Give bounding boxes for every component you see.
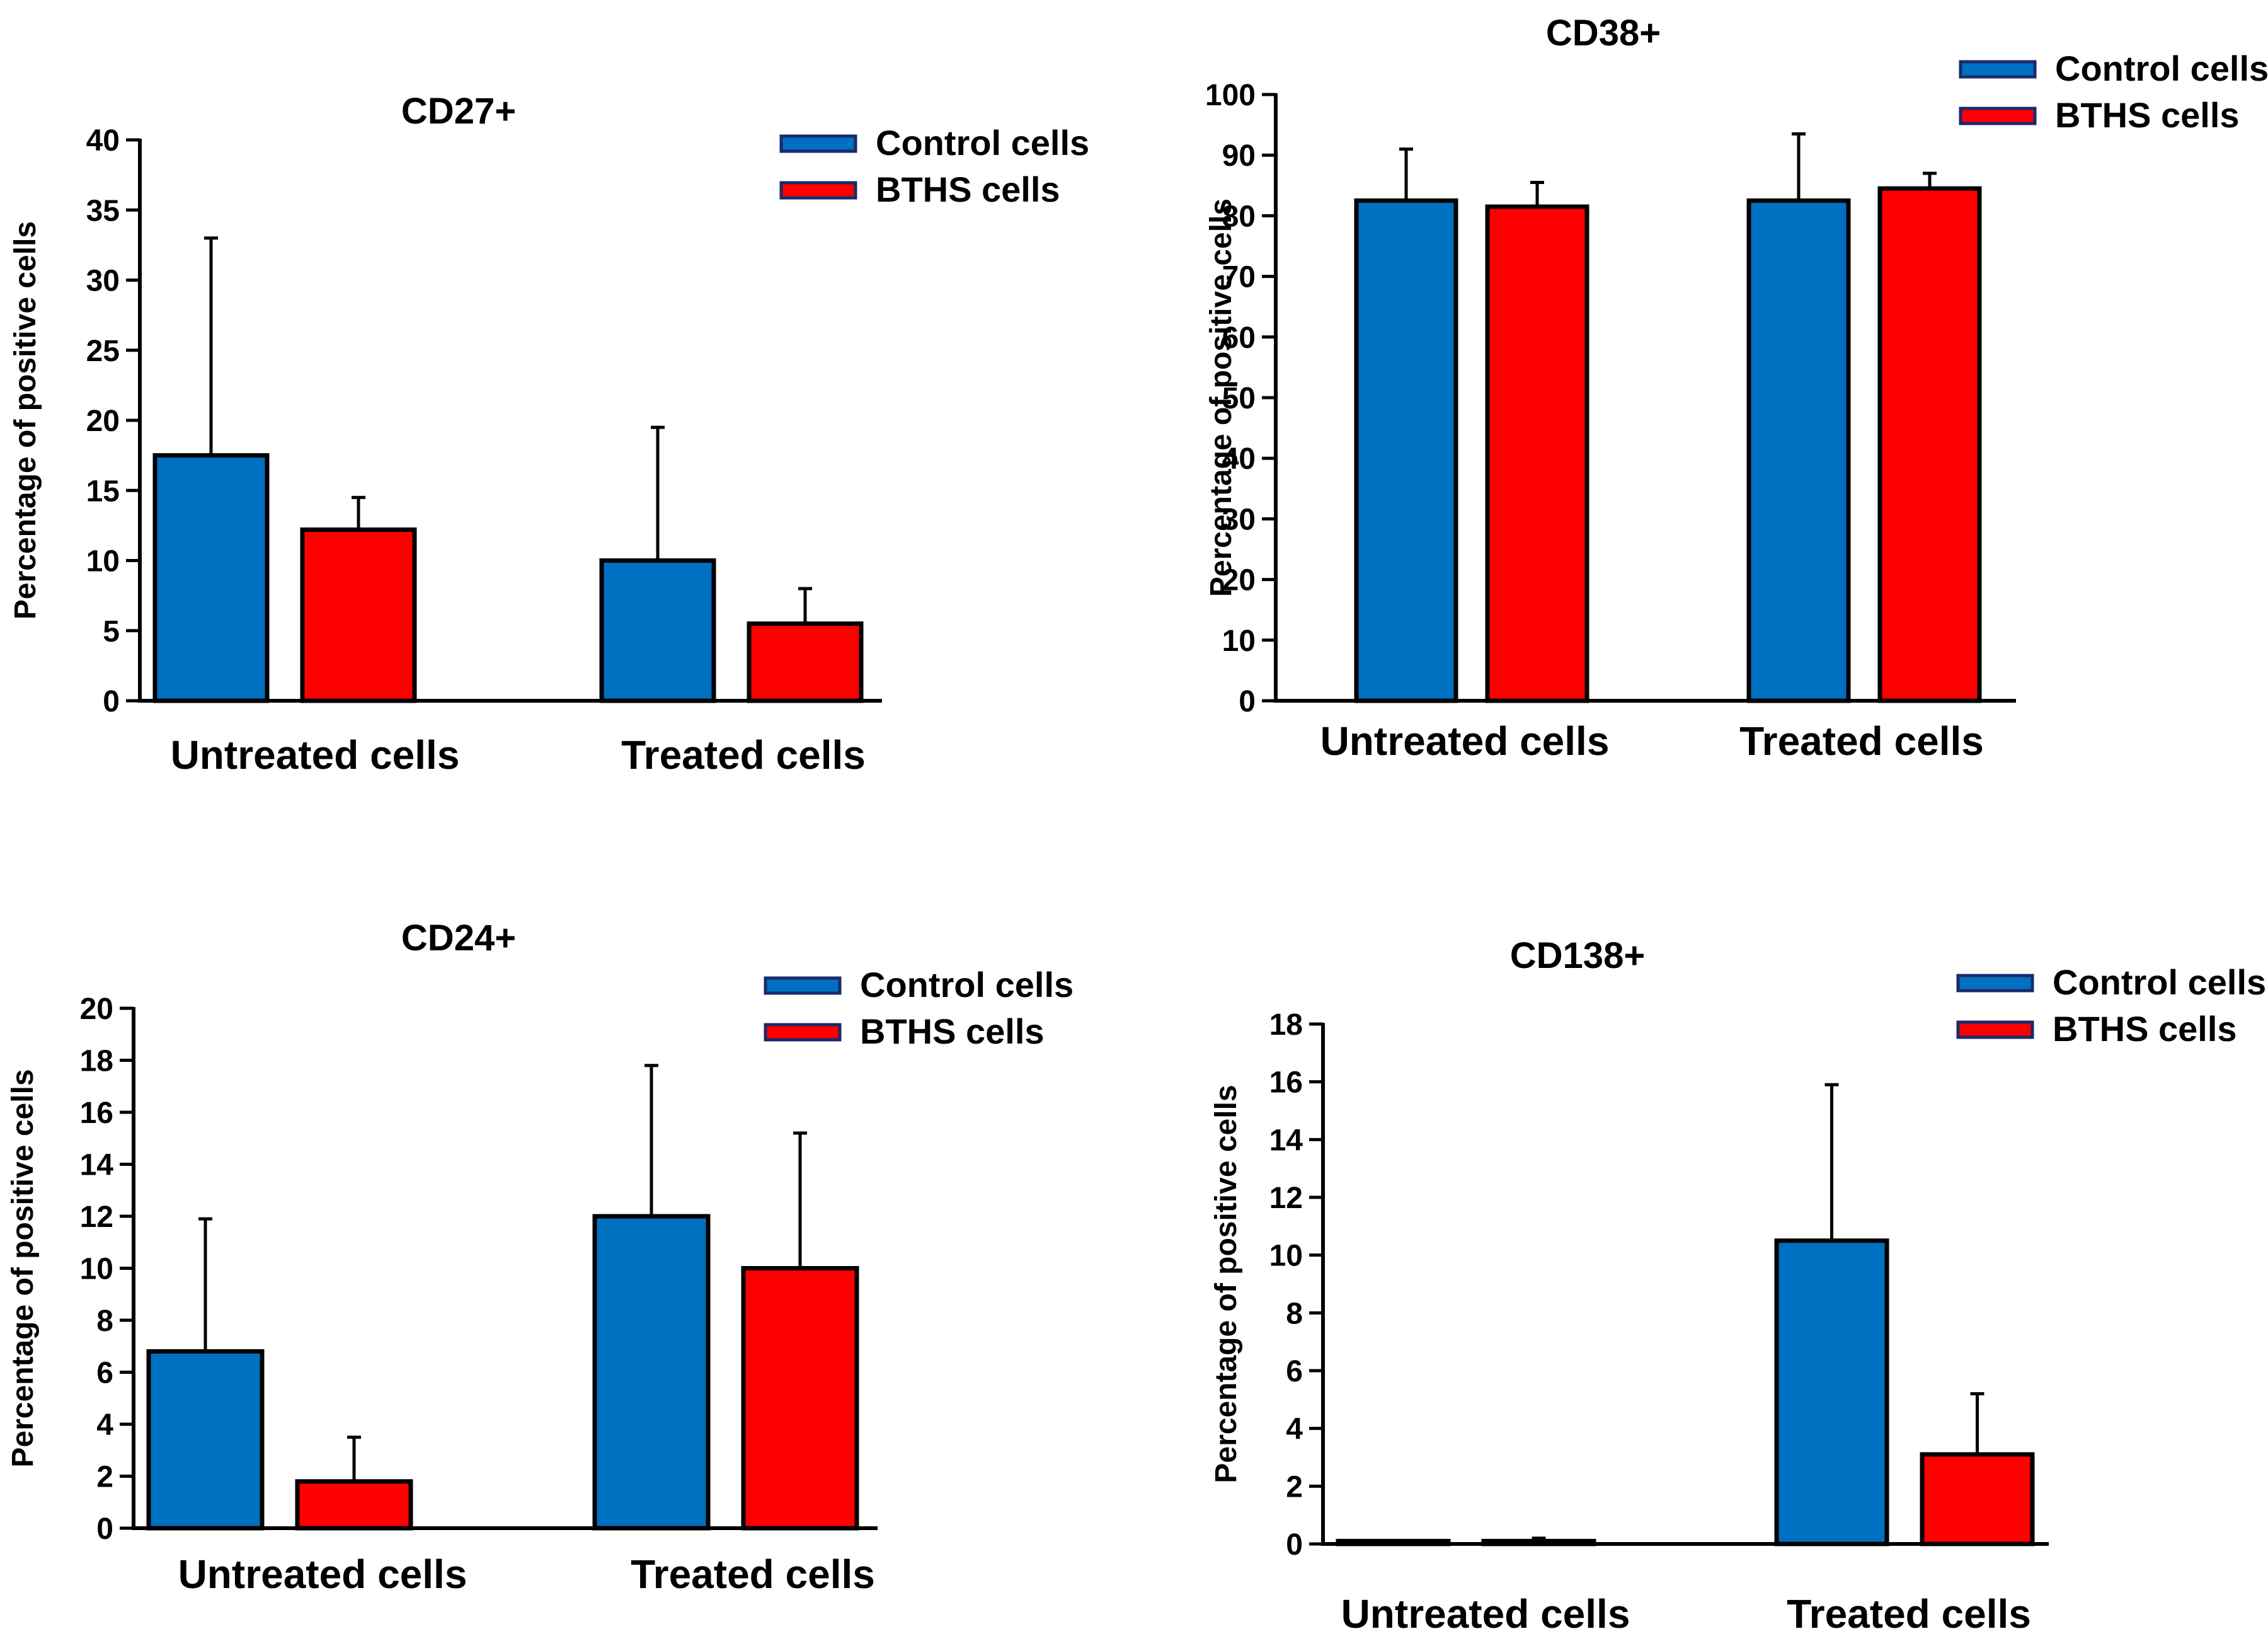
bar-bths-untreated: [1485, 204, 1589, 703]
bar-control-untreated: [146, 1349, 265, 1531]
y-tick-label: 15: [86, 475, 120, 508]
y-tick-label: 0: [96, 1512, 113, 1546]
bar-bths-treated: [741, 1266, 859, 1531]
y-tick-label: 10: [1269, 1240, 1303, 1273]
y-tick-label: 20: [1222, 564, 1256, 597]
y-tick-label: 20: [86, 405, 120, 438]
chart-title: CD138+: [1510, 935, 1645, 976]
y-tick-label: 90: [1222, 139, 1256, 173]
bar-control-treated: [592, 1214, 711, 1531]
bar-control-untreated: [1354, 198, 1458, 703]
y-axis-label: Percentage of positive cells: [6, 1069, 40, 1467]
y-tick-label: 18: [80, 1045, 113, 1078]
y-tick-label: 12: [1269, 1182, 1303, 1215]
x-category-label: Treated cells: [1739, 718, 1984, 764]
y-tick-label: 50: [1222, 382, 1256, 415]
legend-swatch-control: [764, 976, 842, 995]
legend-swatch-bths: [779, 181, 857, 200]
y-tick-label: 0: [103, 685, 120, 718]
bar-bths-untreated: [295, 1479, 413, 1531]
x-category-label: Untreated cells: [1341, 1591, 1630, 1637]
y-tick-label: 30: [1222, 503, 1256, 536]
y-tick-label: 40: [86, 124, 120, 158]
y-tick-label: 8: [96, 1304, 113, 1338]
y-tick-label: 16: [1269, 1066, 1303, 1100]
x-category-label: Treated cells: [1787, 1591, 2031, 1637]
x-category-label: Treated cells: [631, 1552, 875, 1597]
y-tick-label: 18: [1269, 1008, 1303, 1042]
legend-label: Control cells: [876, 123, 1089, 163]
legend-label: BTHS cells: [876, 170, 1060, 209]
y-tick-label: 2: [96, 1461, 113, 1494]
y-tick-label: 35: [86, 194, 120, 227]
legend-swatch-bths: [764, 1023, 842, 1042]
chart-title: CD38+: [1546, 13, 1661, 54]
y-axis-label: Percentage of positive cells: [9, 221, 42, 619]
y-tick-label: 10: [80, 1253, 113, 1286]
y-tick-label: 70: [1222, 261, 1256, 294]
legend-label: Control cells: [2053, 962, 2266, 1002]
bar-bths-treated: [747, 621, 864, 703]
legend-label: BTHS cells: [2053, 1009, 2237, 1049]
y-tick-label: 6: [96, 1357, 113, 1390]
legend-swatch-control: [1956, 974, 2034, 993]
y-axis-label: Percentage of positive cells: [1210, 1085, 1243, 1483]
legend-swatch-control: [1959, 60, 2037, 79]
legend-swatch-bths: [1956, 1020, 2034, 1039]
bar-control-treated: [599, 558, 716, 703]
bar-bths-untreated: [300, 527, 417, 703]
x-category-label: Treated cells: [621, 732, 866, 778]
chart-title: CD24+: [401, 918, 516, 959]
y-tick-label: 4: [96, 1408, 113, 1442]
y-tick-label: 6: [1286, 1355, 1303, 1388]
y-axis-label: Percentage of positive cells: [1205, 199, 1238, 597]
y-tick-label: 5: [103, 615, 120, 648]
y-tick-label: 10: [86, 545, 120, 579]
legend-label: BTHS cells: [860, 1011, 1045, 1051]
chart-panel-3: CD24+ Percentage of positive cells 0 2 4 6 8 10…: [6, 918, 1074, 1597]
y-tick-label: 12: [80, 1201, 113, 1234]
y-tick-label: 10: [1222, 625, 1256, 658]
y-tick-label: 40: [1222, 442, 1256, 476]
bar-control-treated: [1774, 1238, 1889, 1546]
y-tick-label: 30: [86, 265, 120, 298]
chart-panel-1: CD27+ Percentage of positive cells 0 5 10 15 2…: [9, 91, 1089, 778]
x-category-label: Untreated cells: [171, 732, 460, 778]
legend-swatch-control: [779, 134, 857, 153]
y-tick-label: 14: [80, 1149, 114, 1182]
y-tick-label: 0: [1286, 1528, 1303, 1562]
y-tick-label: 8: [1286, 1297, 1303, 1330]
y-tick-label: 4: [1286, 1413, 1303, 1446]
bar-bths-treated: [1920, 1452, 2035, 1546]
bar-control-untreated: [1336, 1538, 1451, 1546]
y-tick-label: 80: [1222, 200, 1256, 233]
legend-label: Control cells: [860, 965, 1074, 1005]
y-tick-label: 2: [1286, 1470, 1303, 1504]
y-tick-label: 60: [1222, 321, 1256, 355]
y-tick-label: 100: [1205, 79, 1256, 112]
y-tick-label: 20: [80, 993, 113, 1026]
chart-panel-4: CD138+ Percentage of positive cells 0 2 4 6 8 1…: [1210, 935, 2266, 1637]
chart-panel-2: CD38+ Percentage of positive cells 0 10 20 30…: [1205, 13, 2268, 764]
y-tick-label: 25: [86, 335, 120, 368]
y-tick-label: 14: [1269, 1124, 1303, 1157]
y-tick-label: 0: [1239, 685, 1256, 718]
bar-control-treated: [1746, 198, 1851, 703]
bar-control-untreated: [152, 453, 270, 703]
x-category-label: Untreated cells: [1320, 718, 1610, 764]
y-tick-label: 16: [80, 1097, 113, 1130]
legend-swatch-bths: [1959, 107, 2037, 125]
chart-title: CD27+: [401, 91, 516, 132]
x-category-label: Untreated cells: [178, 1552, 467, 1597]
bar-bths-treated: [1877, 186, 1982, 703]
bar-bths-untreated: [1481, 1538, 1596, 1546]
legend-label: Control cells: [2055, 49, 2268, 88]
legend-label: BTHS cells: [2055, 95, 2240, 135]
